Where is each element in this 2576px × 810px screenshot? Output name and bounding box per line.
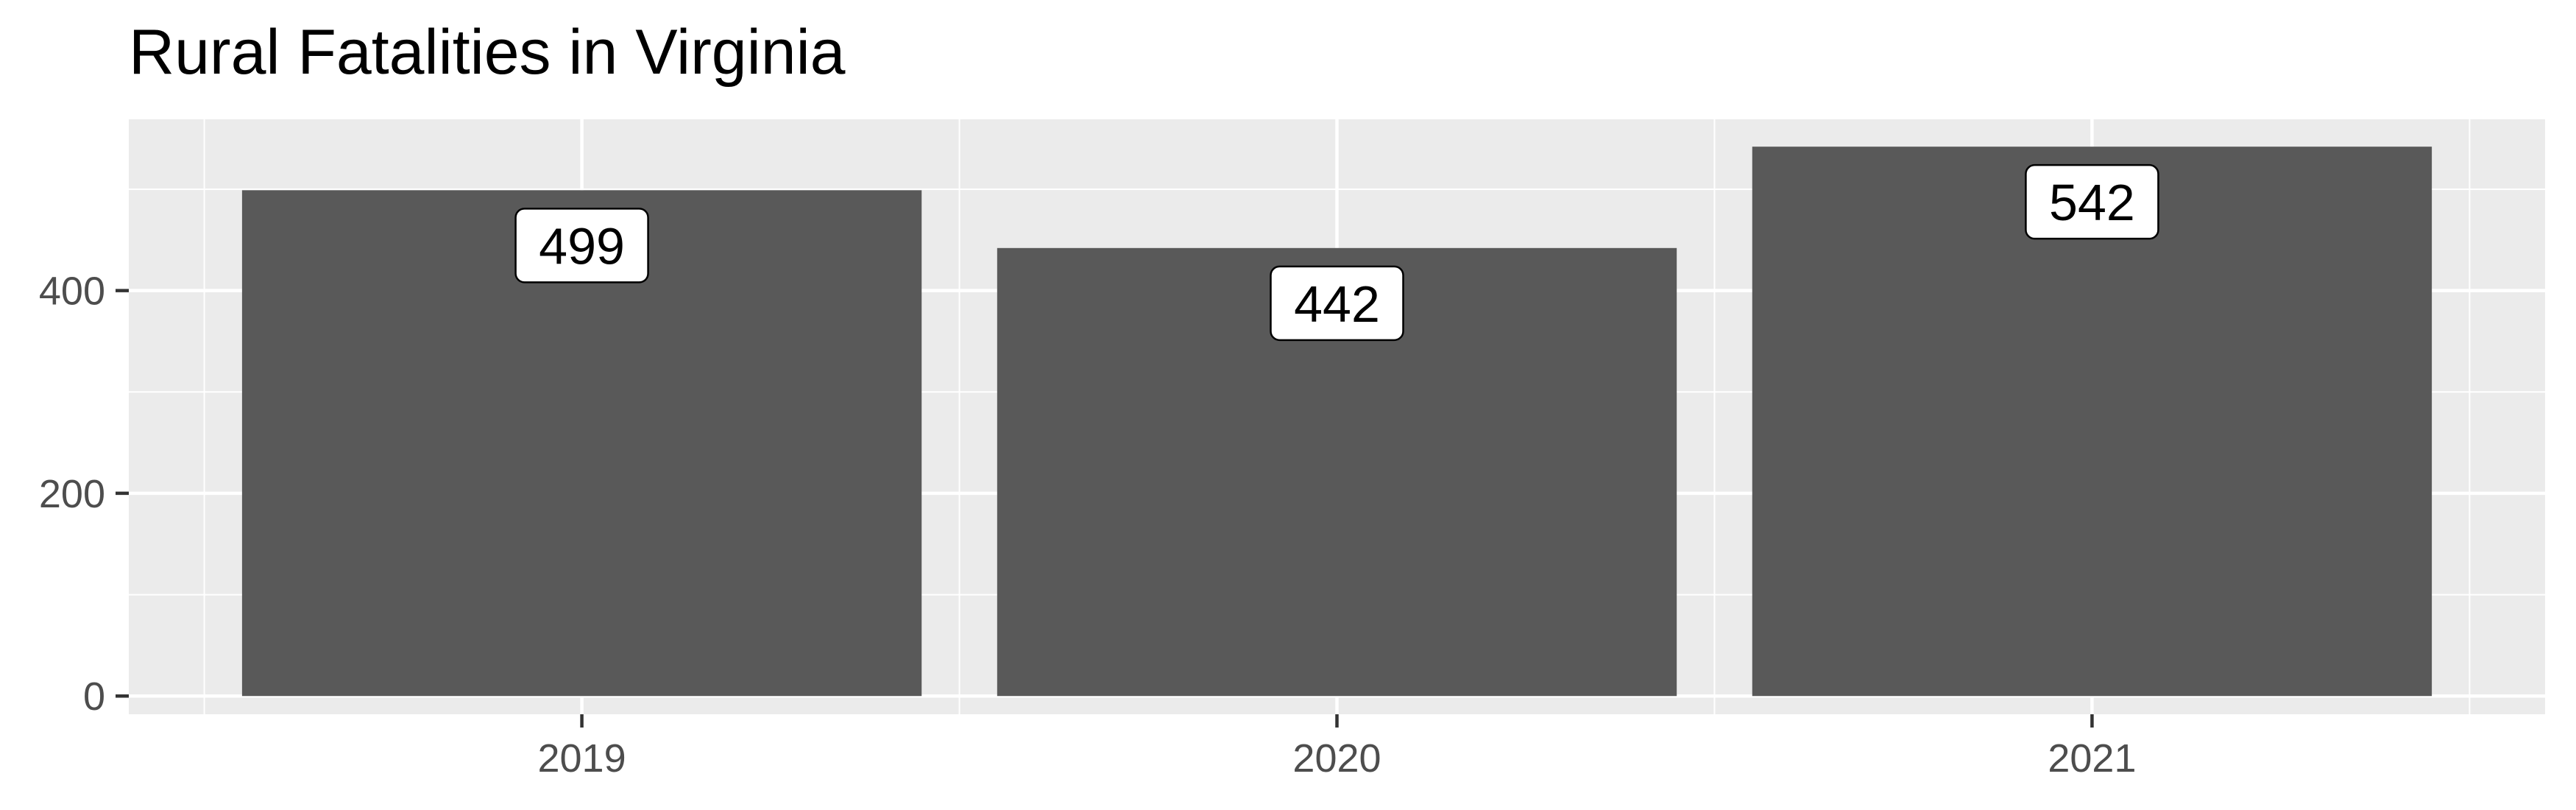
data-labels: 499 442 542 [514,163,2159,342]
data-label-box [514,208,649,284]
x-tick-label: 2021 [2048,736,2136,781]
data-label-group: 499 [514,208,649,284]
y-tick-label: 200 [39,472,105,516]
data-label-group: 542 [2025,163,2159,240]
y-tick-label: 0 [83,675,105,719]
data-label: 442 [1294,275,1380,333]
x-tick-label: 2019 [537,736,626,781]
y-tick-label: 400 [39,270,105,314]
data-label-box [1270,265,1404,342]
data-label-group: 442 [1270,265,1404,342]
x-tick-label: 2020 [1292,736,1381,781]
data-label-box [2025,163,2159,240]
data-label: 542 [2049,174,2135,231]
data-label: 499 [539,217,625,275]
axes: 0 200 400 2019 2020 2021 [39,270,2137,781]
chart-title: Rural Fatalities in Virginia [129,17,846,88]
